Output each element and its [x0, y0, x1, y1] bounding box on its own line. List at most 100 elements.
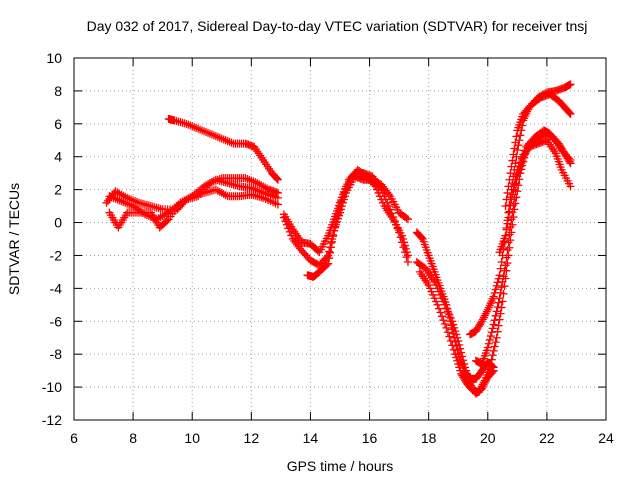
- data-point: [333, 214, 342, 223]
- data-point: [507, 162, 516, 171]
- data-point: [263, 184, 272, 193]
- data-point: [334, 210, 343, 219]
- data-point: [331, 222, 340, 231]
- data-point: [209, 177, 218, 186]
- data-point: [488, 324, 497, 333]
- data-point: [494, 321, 503, 330]
- data-point: [478, 315, 487, 324]
- data-point: [417, 233, 426, 242]
- data-point: [499, 272, 508, 281]
- data-point: [194, 124, 203, 133]
- data-point: [125, 194, 134, 203]
- data-point: [510, 180, 519, 189]
- data-point: [205, 129, 214, 138]
- data-point: [492, 333, 501, 342]
- data-point: [512, 179, 521, 188]
- data-point: [322, 261, 331, 270]
- data-point: [513, 165, 522, 174]
- series-arc-10: [415, 129, 575, 397]
- data-point: [509, 150, 518, 159]
- data-point: [479, 378, 488, 387]
- data-point: [486, 360, 495, 369]
- data-point: [495, 294, 504, 303]
- data-point: [328, 237, 337, 246]
- data-point: [566, 159, 575, 168]
- data-point: [512, 132, 521, 141]
- data-point: [483, 343, 492, 352]
- data-point: [245, 175, 254, 184]
- data-point: [502, 225, 511, 234]
- data-point: [255, 187, 264, 196]
- data-point: [335, 206, 344, 215]
- x-tick-label: 16: [362, 430, 378, 446]
- data-point: [211, 132, 220, 141]
- data-point: [493, 303, 502, 312]
- data-point: [369, 180, 378, 189]
- data-point: [403, 251, 412, 260]
- data-point: [504, 213, 513, 222]
- data-point: [129, 196, 138, 205]
- data-point: [326, 248, 335, 257]
- data-point: [241, 174, 250, 183]
- data-point: [506, 169, 515, 178]
- data-point: [223, 137, 232, 146]
- data-point: [198, 126, 207, 135]
- data-point: [436, 308, 445, 317]
- y-tick-label: -4: [50, 280, 63, 296]
- data-point: [253, 186, 262, 195]
- data-point: [332, 218, 341, 227]
- data-point: [492, 281, 501, 290]
- data-point: [402, 214, 411, 223]
- data-point: [477, 382, 486, 391]
- data-point: [217, 134, 226, 143]
- data-point: [500, 266, 509, 275]
- data-point: [443, 328, 452, 337]
- data-markers: [102, 80, 575, 398]
- data-point: [503, 219, 512, 228]
- y-tick-label: -6: [50, 313, 63, 329]
- data-point: [481, 309, 490, 318]
- data-point: [435, 304, 444, 313]
- y-tick-label: 2: [54, 182, 62, 198]
- data-point: [480, 311, 489, 320]
- data-point: [511, 199, 520, 208]
- data-point: [221, 136, 230, 145]
- y-tick-label: 4: [54, 149, 62, 165]
- data-point: [487, 328, 496, 337]
- data-point: [565, 157, 574, 166]
- data-point: [330, 226, 339, 235]
- x-tick-label: 18: [421, 430, 437, 446]
- data-point: [501, 261, 510, 270]
- data-point: [496, 288, 505, 297]
- data-point: [439, 316, 448, 325]
- series-arc-2: [105, 175, 282, 232]
- data-point: [491, 285, 500, 294]
- data-point: [490, 342, 499, 351]
- data-point: [251, 178, 260, 187]
- data-point: [440, 320, 449, 329]
- data-point: [205, 179, 214, 188]
- data-point: [221, 191, 230, 200]
- data-point: [247, 176, 256, 185]
- data-point: [113, 195, 122, 204]
- data-point: [498, 277, 507, 286]
- data-point: [506, 201, 515, 210]
- data-point: [182, 119, 191, 128]
- data-point: [484, 339, 493, 348]
- data-point: [343, 180, 352, 189]
- y-tick-label: -12: [42, 412, 62, 428]
- series-arc-7: [303, 165, 412, 281]
- data-point: [514, 162, 523, 171]
- data-point: [340, 188, 349, 197]
- data-point: [477, 317, 486, 326]
- data-point: [519, 150, 528, 159]
- data-point: [243, 174, 252, 183]
- data-point: [510, 144, 519, 153]
- data-point: [566, 182, 575, 191]
- data-point: [505, 207, 514, 216]
- data-point: [433, 300, 442, 309]
- data-point: [491, 311, 500, 320]
- data-point: [384, 190, 393, 199]
- data-point: [257, 188, 266, 197]
